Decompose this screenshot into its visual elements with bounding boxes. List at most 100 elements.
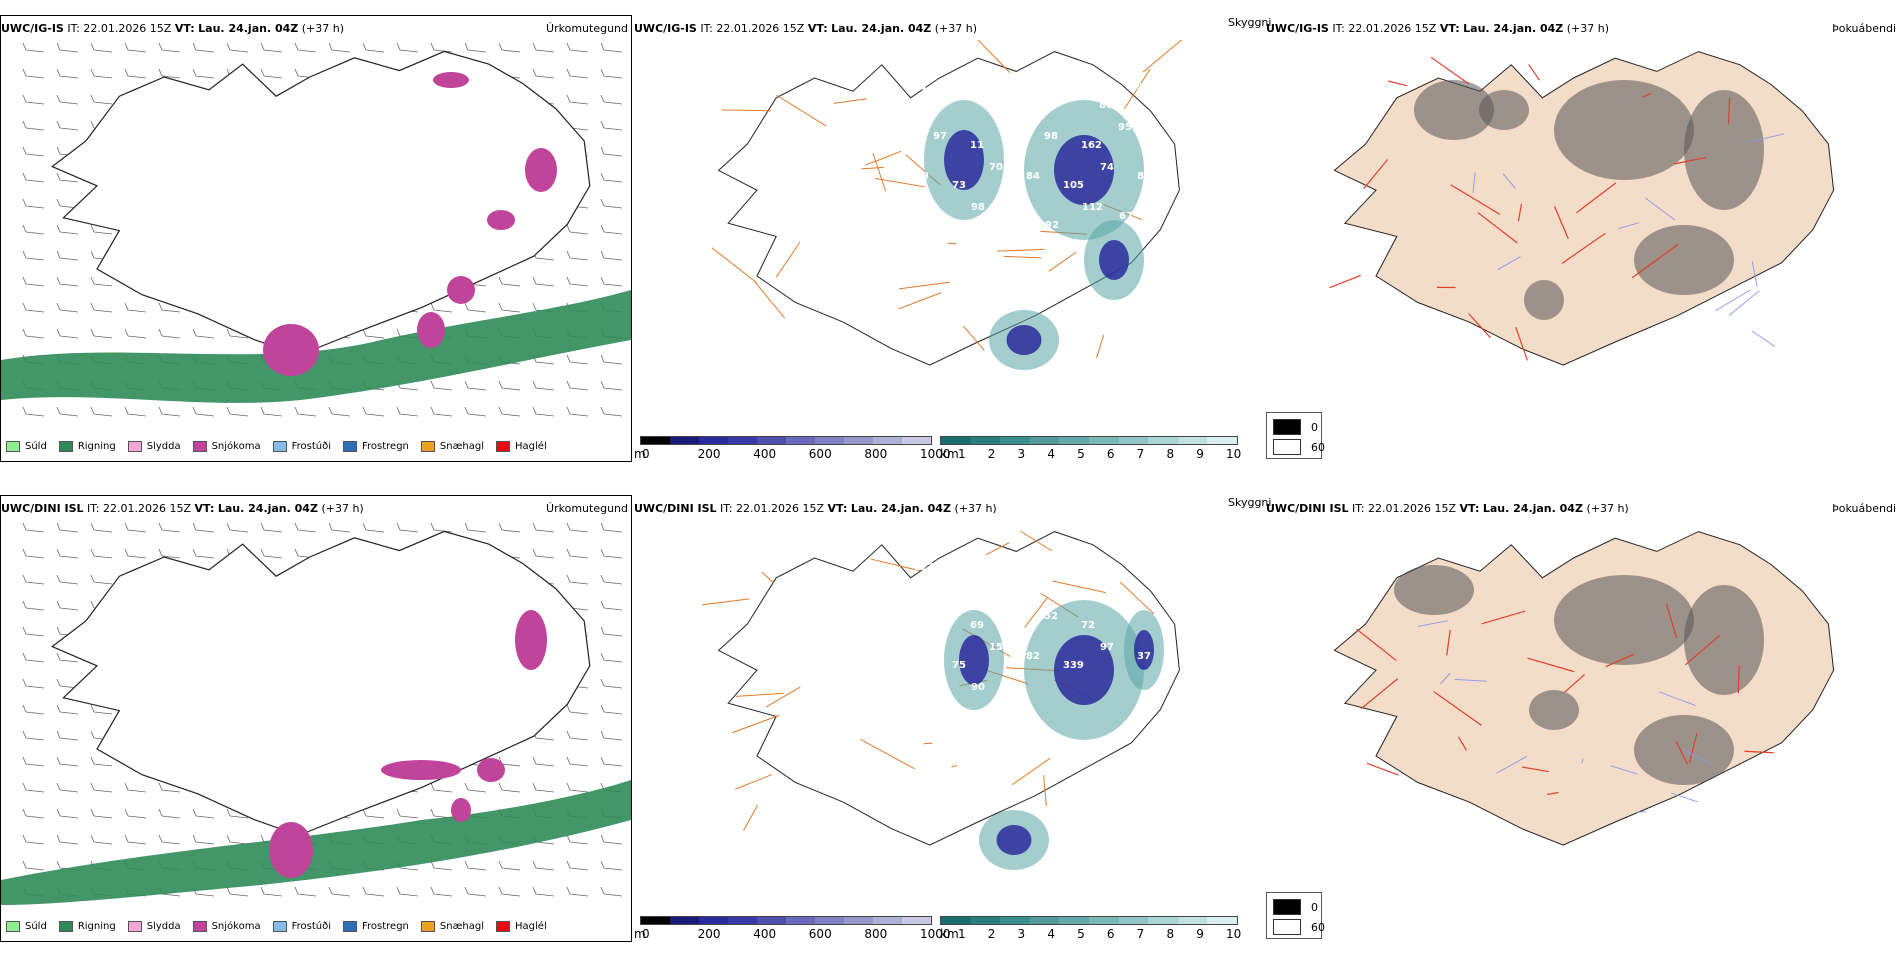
- wind-barb: [601, 121, 622, 130]
- scale-bin: [1030, 437, 1060, 444]
- road: [735, 775, 772, 790]
- wind-barb: [23, 277, 44, 286]
- wind-barb: [567, 251, 588, 260]
- road: [762, 572, 774, 583]
- wind-barb: [57, 43, 78, 52]
- vt-value: Lau. 24.jan. 04Z: [831, 22, 931, 35]
- wind-barb: [91, 277, 112, 286]
- legend-swatch: [273, 441, 287, 452]
- legend-item: Rigning: [59, 441, 116, 452]
- wind-barb: [23, 705, 44, 714]
- scale-bin: [1000, 917, 1030, 924]
- wind-barb: [227, 523, 248, 532]
- precip-type-panel: UWC/IG-IS IT: 22.01.2026 15Z VT: Lau. 24…: [0, 0, 632, 475]
- wind-barb: [193, 69, 214, 78]
- scale-bin: [728, 437, 757, 444]
- visibility-value: 95: [1118, 122, 1132, 133]
- wind-barb: [567, 523, 588, 532]
- wind-barb: [601, 627, 622, 636]
- wind-barb: [91, 329, 112, 338]
- scale-bin: [873, 917, 902, 924]
- scale-bin: [1207, 437, 1237, 444]
- visibility-value: 148: [1025, 82, 1046, 93]
- precip-type-panel: UWC/DINI ISL IT: 22.01.2026 15Z VT: Lau.…: [0, 480, 632, 955]
- wind-barb: [23, 303, 44, 312]
- scale-tick: 5: [1077, 447, 1085, 461]
- visibility-value: 110: [988, 580, 1009, 591]
- wind-barb: [23, 549, 44, 558]
- scale-tick: 8: [1166, 447, 1174, 461]
- fog-low-swatch: [1273, 919, 1301, 935]
- wind-barb: [23, 783, 44, 792]
- fog-low-label: 60: [1311, 921, 1325, 934]
- model-name: UWC/IG-IS: [1266, 22, 1329, 35]
- legend-label: Rigning: [78, 921, 116, 932]
- fog-index-map: [1304, 520, 1864, 910]
- scale-strip: [940, 436, 1238, 445]
- visibility-value: 90: [971, 682, 985, 693]
- visibility-value: 98: [1044, 131, 1058, 142]
- wind-barb: [193, 835, 214, 844]
- wind-barb: [465, 783, 486, 792]
- scale-bin: [941, 917, 971, 924]
- wind-barb: [601, 653, 622, 662]
- scale-tick: 200: [698, 447, 721, 461]
- visibility-value: 105: [1063, 180, 1084, 191]
- legend-item: Slydda: [128, 921, 181, 932]
- precip-map: [1, 40, 631, 430]
- wind-barb: [601, 523, 622, 532]
- legend-item: Súld: [6, 441, 47, 452]
- snow-area: [447, 276, 475, 304]
- wind-barb: [23, 147, 44, 156]
- legend-label: Frostregn: [362, 921, 409, 932]
- it-label: IT:: [1332, 22, 1344, 35]
- visibility-value: 98: [971, 202, 985, 213]
- legend-swatch: [343, 921, 357, 932]
- scale-bin: [786, 437, 815, 444]
- visibility-panel: UWC/DINI ISL IT: 22.01.2026 15Z VT: Lau.…: [634, 480, 1264, 955]
- legend-label: Súld: [25, 441, 47, 452]
- wind-barb: [23, 329, 44, 338]
- wind-barb: [465, 887, 486, 896]
- legend-label: Frostúði: [292, 441, 331, 452]
- wind-barb: [91, 549, 112, 558]
- wind-barb: [601, 549, 622, 558]
- river: [1671, 793, 1697, 802]
- fog-index-area: [1394, 565, 1474, 615]
- it-value: 22.01.2026 15Z: [736, 502, 824, 515]
- wind-barb: [159, 329, 180, 338]
- wind-barb: [125, 523, 146, 532]
- legend-item: Rigning: [59, 921, 116, 932]
- scale-tick: 10: [1226, 927, 1241, 941]
- legend-label: Slydda: [147, 441, 181, 452]
- wind-barb: [57, 731, 78, 740]
- wind-barb: [91, 69, 112, 78]
- panel-title: UWC/DINI ISL IT: 22.01.2026 15Z VT: Lau.…: [1266, 502, 1629, 515]
- fog-panel-label: Þokuábendi: [1832, 22, 1896, 35]
- wind-barb: [295, 407, 316, 416]
- wind-barb: [57, 225, 78, 234]
- visibility-value: 37: [1099, 580, 1113, 591]
- wind-barb: [57, 95, 78, 104]
- visibility-value: 52: [1044, 611, 1058, 622]
- visibility-value: 84: [1026, 171, 1040, 182]
- scale-bin: [815, 917, 844, 924]
- wind-barb: [23, 43, 44, 52]
- wind-barb: [601, 575, 622, 584]
- scale-bin: [873, 437, 902, 444]
- wind-barb: [601, 69, 622, 78]
- legend-swatch: [421, 441, 435, 452]
- wind-barb: [57, 757, 78, 766]
- wind-barb: [567, 705, 588, 714]
- wind-barb: [91, 303, 112, 312]
- vt-value: Lau. 24.jan. 04Z: [1463, 22, 1563, 35]
- scale-bin: [1148, 437, 1178, 444]
- wind-barb: [57, 69, 78, 78]
- wind-barb: [57, 575, 78, 584]
- wind-barb: [159, 523, 180, 532]
- legend-item: Frostregn: [343, 921, 409, 932]
- legend-item: Frostúði: [273, 441, 331, 452]
- wind-barb: [601, 731, 622, 740]
